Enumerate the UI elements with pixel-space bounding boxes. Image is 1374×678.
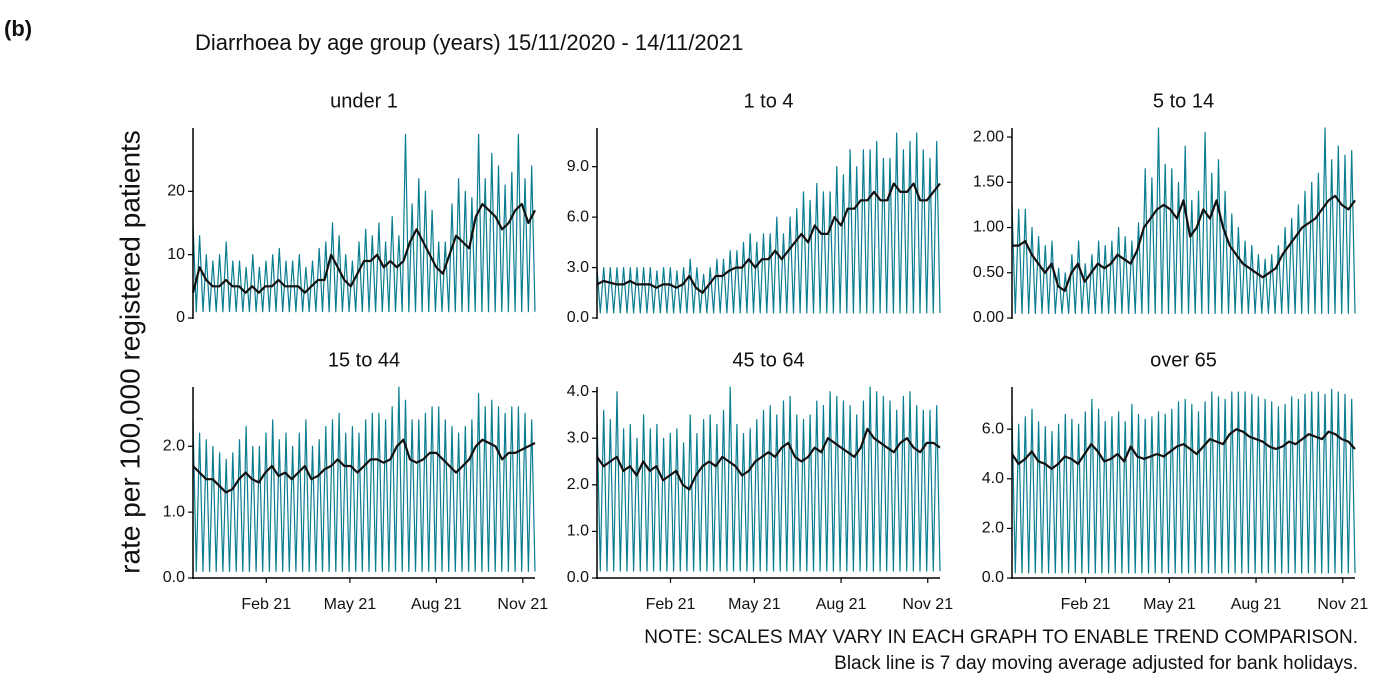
series-line xyxy=(596,386,941,572)
x-tick-label: Feb 21 xyxy=(646,596,696,613)
y-tick-label: 1.0 xyxy=(567,523,589,540)
x-tick-label: Nov 21 xyxy=(497,596,548,613)
series-line xyxy=(1012,194,1356,292)
series-line xyxy=(192,133,536,313)
y-tick-label: 2.00 xyxy=(973,128,1004,145)
y-tick-label: 0.0 xyxy=(567,309,589,326)
y-tick-label: 1.50 xyxy=(973,174,1004,191)
y-tick-label: 1.00 xyxy=(973,219,1004,236)
x-tick-label: Feb 21 xyxy=(241,596,291,613)
x-tick-label: May 21 xyxy=(1143,596,1196,613)
x-tick-label: Nov 21 xyxy=(1317,596,1368,613)
y-tick-label: 2.0 xyxy=(163,437,185,454)
x-tick-label: Feb 21 xyxy=(1061,596,1111,613)
series-line xyxy=(1011,388,1356,574)
series-line xyxy=(192,386,536,572)
x-tick-label: May 21 xyxy=(324,596,377,613)
y-tick-label: 2.0 xyxy=(567,476,589,493)
x-tick-label: Aug 21 xyxy=(1231,596,1282,613)
panel-label: (b) xyxy=(4,16,32,41)
panel-title: over 65 xyxy=(1150,349,1217,371)
y-tick-label: 2.0 xyxy=(982,520,1004,537)
y-tick-label: 10 xyxy=(167,246,185,263)
series-line xyxy=(1011,428,1356,470)
note: Black line is 7 day moving average adjus… xyxy=(834,653,1358,674)
y-tick-label: 20 xyxy=(167,183,185,200)
series-line xyxy=(1011,127,1356,315)
series-line xyxy=(596,132,941,314)
y-tick-label: 4.0 xyxy=(567,383,589,400)
y-tick-label: 6.0 xyxy=(567,208,589,225)
chart-title: Diarrhoea by age group (years) 15/11/202… xyxy=(195,30,743,55)
series-line xyxy=(596,182,941,294)
y-tick-label: 3.0 xyxy=(567,259,589,276)
y-tick-label: 0.00 xyxy=(973,309,1004,326)
note: NOTE: SCALES MAY VARY IN EACH GRAPH TO E… xyxy=(644,627,1358,648)
y-tick-label: 0.0 xyxy=(982,569,1004,586)
series-line xyxy=(191,202,536,294)
series-line xyxy=(596,427,941,491)
y-tick-label: 0.0 xyxy=(163,569,185,586)
x-tick-label: May 21 xyxy=(728,596,781,613)
y-tick-label: 1.0 xyxy=(163,503,185,520)
y-tick-label: 6.0 xyxy=(982,420,1004,437)
y-tick-label: 9.0 xyxy=(567,158,589,175)
panel-title: 15 to 44 xyxy=(328,349,400,371)
y-tick-label: 4.0 xyxy=(982,470,1004,487)
y-tick-label: 3.0 xyxy=(567,429,589,446)
x-tick-label: Aug 21 xyxy=(816,596,867,613)
panel-title: 5 to 14 xyxy=(1153,90,1214,112)
y-tick-label: 0.50 xyxy=(973,264,1004,281)
y-tick-label: 0 xyxy=(176,309,185,326)
panel-title: 1 to 4 xyxy=(743,90,793,112)
panel-title: 45 to 64 xyxy=(732,349,804,371)
y-axis-label: rate per 100,000 registered patients xyxy=(114,130,145,574)
panel-title: under 1 xyxy=(330,90,398,112)
series-line xyxy=(192,438,536,494)
x-tick-label: Nov 21 xyxy=(902,596,953,613)
y-tick-label: 0.0 xyxy=(567,569,589,586)
x-tick-label: Aug 21 xyxy=(411,596,462,613)
